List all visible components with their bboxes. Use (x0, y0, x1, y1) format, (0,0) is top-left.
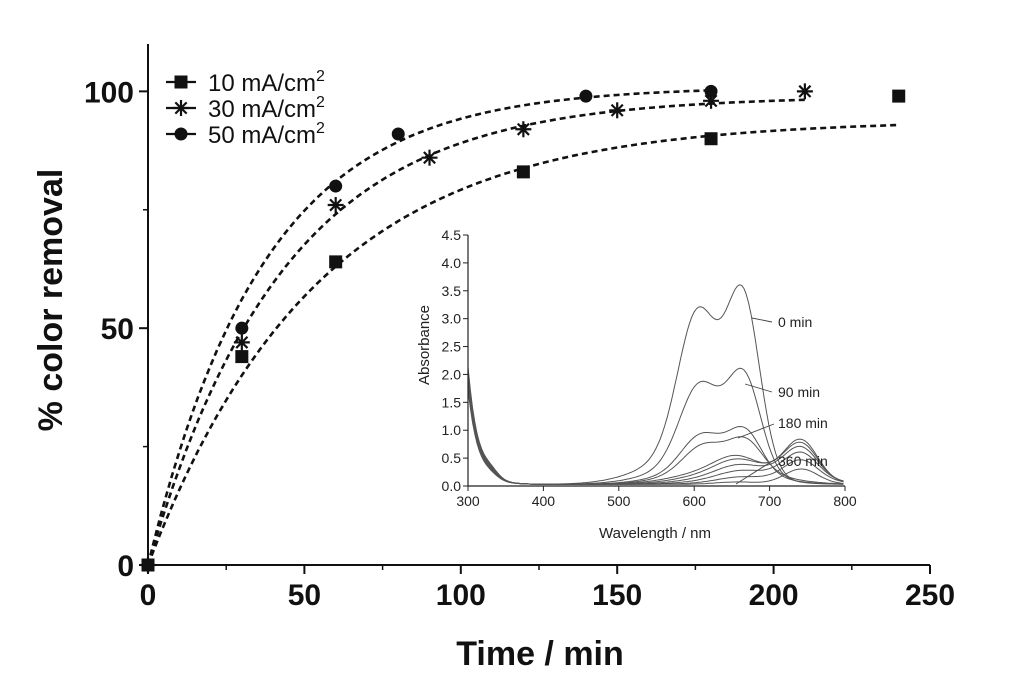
legend-entry: 10 mA/cm2 (166, 68, 325, 97)
data-point-asterisk (515, 121, 532, 138)
main-y-ticks: 0 50 100 (84, 76, 148, 583)
inset-axes (467, 235, 845, 487)
data-point-circle (235, 321, 249, 335)
inset-y-axis-label: Absorbance (416, 305, 433, 385)
inset-y-tick-label: 2.0 (442, 366, 462, 382)
inset-annotations: 0 min 90 min 180 min 360 min (735, 314, 828, 485)
annotation-label: 90 min (778, 384, 820, 400)
data-point-square (704, 132, 718, 146)
main-x-tick-label: 200 (749, 579, 799, 612)
main-x-tick-label: 150 (592, 579, 642, 612)
legend-label: 30 mA/cm2 (208, 94, 325, 123)
main-fit-curves (146, 89, 899, 566)
data-point-asterisk (609, 102, 626, 119)
legend-entry: 30 mA/cm2 (166, 94, 325, 123)
inset-y-tick-label: 1.0 (442, 422, 462, 438)
main-x-tick-label: 100 (436, 579, 486, 612)
inset-y-tick-label: 3.0 (442, 311, 462, 327)
fit-curve (146, 123, 899, 566)
data-point-asterisk (796, 83, 813, 100)
annotation-leader (737, 423, 775, 439)
inset-x-tick-label: 700 (758, 493, 782, 509)
data-point-square (516, 165, 530, 179)
inset-x-axis-label: Wavelength / nm (599, 525, 711, 542)
data-point-circle (391, 127, 405, 141)
data-point-asterisk (233, 334, 250, 351)
inset-y-tick-label: 4.5 (442, 227, 462, 243)
main-x-tick-label: 250 (905, 579, 955, 612)
data-point-circle (141, 558, 155, 572)
data-point-square (892, 89, 906, 103)
inset-y-tick-label: 0.5 (442, 450, 462, 466)
legend-marker (173, 100, 189, 116)
legend-marker (174, 127, 188, 141)
inset-y-tick-label: 2.5 (442, 339, 462, 355)
legend-marker (174, 75, 188, 89)
annotation-label: 360 min (778, 453, 828, 469)
data-point-circle (329, 179, 343, 193)
annotation-leader (751, 317, 773, 323)
main-x-tick-label: 50 (288, 579, 321, 612)
inset-y-tick-label: 0.0 (442, 478, 462, 494)
annotation-leader (735, 459, 775, 485)
main-x-axis-label: Time / min (456, 635, 624, 673)
inset-y-ticks: 0.0 0.5 1.0 1.5 2.0 2.5 3.0 3.5 4.0 4.5 (442, 227, 468, 494)
main-y-tick-label: 100 (84, 76, 134, 109)
data-point-asterisk (421, 149, 438, 166)
inset-x-tick-label: 400 (532, 493, 556, 509)
main-y-tick-label: 0 (117, 550, 134, 583)
legend-label: 50 mA/cm2 (208, 120, 325, 149)
data-point-square (329, 255, 343, 269)
fit-curve (146, 98, 805, 566)
inset-y-tick-label: 3.5 (442, 283, 462, 299)
legend-label: 10 mA/cm2 (208, 68, 325, 97)
data-point-circle (579, 89, 593, 103)
main-x-ticks: 0 50 100 150 200 250 (140, 565, 955, 612)
spectrum-line (467, 389, 844, 485)
inset-y-tick-label: 1.5 (442, 394, 462, 410)
inset-x-tick-label: 800 (833, 493, 857, 509)
main-y-tick-label: 50 (101, 313, 134, 346)
main-y-axis-label: % color removal (32, 169, 70, 432)
inset-x-tick-label: 600 (683, 493, 707, 509)
annotation-leader (744, 383, 773, 393)
inset-chart: 300 400 500 600 700 800 0.0 0.5 1.0 1.5 2.0 2.5 3.0… (416, 227, 857, 542)
inset-x-tick-label: 500 (607, 493, 631, 509)
inset-x-tick-label: 300 (456, 493, 480, 509)
inset-spectra (467, 284, 844, 485)
data-point-circle (704, 84, 718, 98)
main-data-points (140, 83, 906, 573)
fit-curve (146, 89, 712, 566)
data-point-square (235, 350, 249, 364)
inset-x-ticks: 300 400 500 600 700 800 (456, 486, 857, 509)
annotation-label: 180 min (778, 415, 828, 431)
main-x-tick-label: 0 (140, 579, 157, 612)
data-point-asterisk (327, 197, 344, 214)
legend-entry: 50 mA/cm2 (166, 120, 325, 149)
inset-y-tick-label: 4.0 (442, 255, 462, 271)
spectrum-line (467, 386, 844, 485)
annotation-label: 0 min (778, 314, 812, 330)
